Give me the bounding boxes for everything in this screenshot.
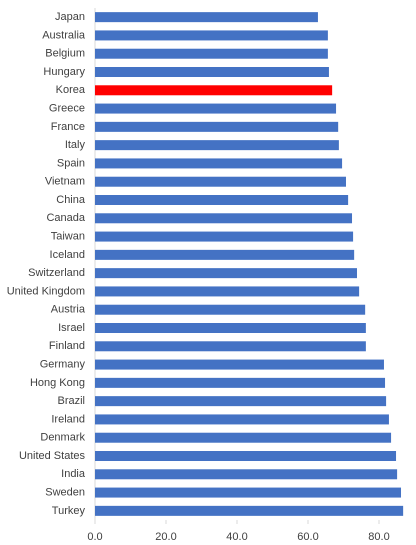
y-tick-label: Turkey: [52, 505, 86, 517]
bar: [95, 12, 318, 23]
y-tick-label: Germany: [40, 358, 86, 370]
bar: [95, 48, 328, 59]
y-tick-label: Sweden: [45, 486, 85, 498]
y-tick-label: Iceland: [50, 249, 85, 261]
bar: [95, 249, 355, 260]
y-tick-label: Korea: [56, 84, 86, 96]
y-tick-label: Finland: [49, 340, 85, 352]
bar: [95, 432, 392, 443]
bar: [95, 323, 366, 333]
bar: [95, 304, 366, 315]
bar: [95, 268, 357, 279]
y-tick-label: Israel: [58, 322, 85, 334]
bar: [95, 140, 339, 151]
x-tick-label: 80.0: [368, 531, 389, 543]
bar: [95, 341, 366, 352]
bar: [95, 359, 384, 370]
bar: [95, 414, 389, 425]
y-tick-label: Japan: [55, 11, 85, 23]
y-tick-label: Ireland: [51, 413, 85, 425]
bar: [95, 195, 349, 205]
y-tick-label: Hong Kong: [30, 377, 85, 389]
x-tick-label: 60.0: [297, 531, 318, 543]
x-tick-label: 40.0: [226, 531, 247, 543]
y-tick-label: Denmark: [40, 432, 85, 444]
y-tick-label: Italy: [65, 139, 86, 151]
x-tick-label: 20.0: [155, 531, 176, 543]
bar: [95, 396, 387, 407]
bar: [95, 377, 386, 388]
y-tick-label: United Kingdom: [7, 285, 85, 297]
bar: [95, 469, 398, 480]
y-tick-label: Australia: [42, 29, 86, 41]
bar: [95, 67, 329, 77]
y-tick-label: China: [56, 194, 86, 206]
y-tick-label: France: [51, 121, 85, 133]
y-tick-label: Spain: [57, 157, 85, 169]
bar: [95, 286, 360, 297]
bar: [95, 231, 354, 242]
y-tick-label: Brazil: [57, 395, 85, 407]
y-tick-label: Canada: [46, 212, 85, 224]
y-tick-label: India: [61, 468, 86, 480]
bar: [95, 103, 337, 114]
bar: [95, 121, 339, 132]
x-tick-label: 0.0: [87, 531, 102, 543]
y-tick-label: Vietnam: [45, 176, 85, 188]
y-tick-label: United States: [19, 450, 86, 462]
bar: [95, 213, 353, 224]
y-tick-label: Belgium: [45, 48, 85, 60]
y-tick-label: Greece: [49, 102, 85, 114]
y-tick-label: Austria: [51, 304, 86, 316]
y-tick-label: Taiwan: [51, 230, 85, 242]
bar: [95, 487, 402, 498]
y-tick-label: Hungary: [43, 66, 85, 78]
y-tick-label: Switzerland: [28, 267, 85, 279]
bar: [95, 176, 346, 187]
bar: [95, 451, 397, 461]
bar: [95, 158, 343, 169]
bar: [95, 30, 328, 41]
bar: [95, 505, 404, 516]
bar: [95, 85, 333, 96]
